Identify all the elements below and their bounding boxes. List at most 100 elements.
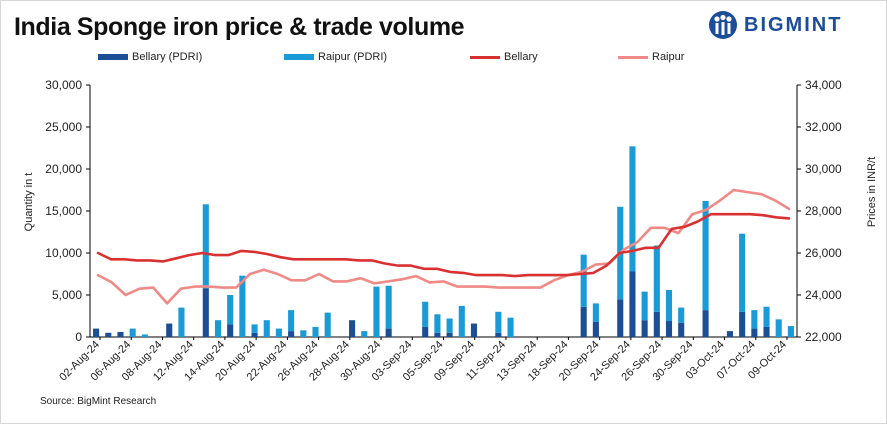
bar-raipur-pdri (275, 328, 282, 337)
bar-raipur-pdri (446, 318, 453, 333)
bar-bellary-pdri (653, 311, 660, 337)
bar-bellary-pdri (117, 331, 124, 337)
legend-label-raipur: Raipur (652, 51, 685, 63)
bar-bellary-pdri (446, 332, 453, 337)
bar-raipur-pdri (458, 305, 465, 337)
bar-raipur-pdri (580, 254, 587, 307)
brand-name: BIGMINT (744, 13, 843, 36)
bar-bellary-pdri (105, 332, 112, 337)
legend-swatch-raipur (618, 55, 648, 59)
bar-bellary-pdri (434, 332, 441, 337)
bar-raipur-pdri (373, 286, 380, 337)
bar-bellary-pdri (641, 320, 648, 337)
y-right-tick-label: 32,000 (805, 120, 842, 134)
y-left-tick-label: 20,000 (45, 162, 82, 176)
bar-bellary-pdri (726, 331, 734, 337)
bar-raipur-pdri (202, 204, 209, 289)
bigmint-logo-icon (709, 11, 737, 39)
bar-bellary-pdri (580, 306, 587, 337)
source-note: Source: BigMint Research (40, 396, 157, 407)
bar-bellary-pdri (470, 323, 478, 337)
bar-bellary-pdri (93, 328, 100, 337)
legend-item-raipur-pdri: Raipur (PDRI) (284, 51, 387, 63)
bar-raipur-pdri (751, 310, 758, 329)
bar-bellary-pdri (251, 332, 258, 337)
bar-raipur-pdri (653, 245, 660, 312)
bar-raipur-pdri (592, 303, 599, 322)
legend-item-bellary-pdri: Bellary (PDRI) (98, 51, 202, 63)
y-right-tick-label: 30,000 (805, 162, 842, 176)
legend-item-raipur: Raipur (618, 51, 684, 63)
bar-bellary-pdri (202, 288, 209, 337)
bar-raipur-pdri (702, 200, 709, 311)
y-right-tick-label: 24,000 (805, 288, 842, 302)
bar-raipur-pdri (324, 312, 331, 337)
y-left-tick-label: 0 (75, 330, 82, 344)
bar-bellary-pdri (385, 328, 392, 337)
bar-raipur-pdri (312, 326, 319, 337)
y-left-tick-label: 30,000 (45, 78, 82, 92)
bar-raipur-pdri (288, 310, 295, 332)
bar-raipur-pdri (300, 330, 307, 337)
legend-swatch-bellary (470, 55, 500, 59)
bar-raipur-pdri (629, 146, 636, 272)
bar-raipur-pdri (178, 307, 185, 337)
bar-bellary-pdri (678, 322, 685, 337)
bar-raipur-pdri (239, 275, 246, 337)
y-left-tick-label: 25,000 (45, 120, 82, 134)
bar-bellary-pdri (763, 326, 770, 337)
chart-title: India Sponge iron price & trade volume (14, 13, 465, 41)
bar-bellary-pdri (422, 326, 429, 337)
bar-bellary-pdri (665, 321, 673, 337)
bar-raipur-pdri (422, 301, 429, 327)
bar-raipur-pdri (678, 307, 685, 323)
bar-bellary-pdri (617, 299, 624, 337)
bar-raipur-pdri (665, 289, 673, 322)
bar-raipur-pdri (129, 328, 136, 337)
legend-swatch-bellary-pdri (98, 54, 128, 60)
bar-raipur-pdri (641, 291, 648, 321)
bar-bellary-pdri (166, 323, 173, 337)
bar-raipur-pdri (434, 314, 441, 333)
bar-bellary-pdri (592, 321, 599, 337)
bar-raipur-pdri (763, 306, 770, 327)
y-right-tick-label: 28,000 (805, 204, 842, 218)
y-left-tick-label: 10,000 (45, 246, 82, 260)
bar-raipur-pdri (214, 320, 222, 337)
bar-raipur-pdri (787, 326, 794, 337)
line-raipur (96, 188, 791, 305)
bar-raipur-pdri (361, 331, 368, 337)
legend-label-bellary-pdri: Bellary (PDRI) (132, 51, 203, 63)
bar-raipur-pdri (507, 317, 514, 337)
bar-bellary-pdri (629, 271, 636, 337)
y-right-tick-label: 34,000 (805, 78, 842, 92)
brand-logo: BIGMINT (708, 10, 842, 40)
bar-raipur-pdri (739, 233, 746, 312)
bar-raipur-pdri (263, 320, 270, 337)
chart-legend: Bellary (PDRI) Raipur (PDRI) Bellary Rai… (0, 51, 887, 69)
bar-bellary-pdri (288, 331, 295, 337)
y-left-tick-label: 15,000 (45, 204, 82, 218)
bar-bellary-pdri (349, 320, 356, 337)
bar-raipur-pdri (227, 295, 234, 325)
bar-raipur-pdri (495, 311, 502, 333)
y-left-tick-label: 5,000 (52, 288, 82, 302)
bar-bellary-pdri (751, 328, 758, 337)
bar-raipur-pdri (385, 285, 392, 329)
bar-raipur-pdri (775, 319, 782, 337)
bar-raipur-pdri (251, 324, 258, 333)
bar-bellary-pdri (702, 310, 709, 337)
bar-bellary-pdri (495, 332, 502, 337)
line-bellary (96, 212, 791, 278)
y-right-tick-label: 26,000 (805, 246, 842, 260)
bar-raipur-pdri (141, 334, 148, 337)
bar-bellary-pdri (739, 311, 746, 337)
y-right-tick-label: 22,000 (805, 330, 842, 344)
legend-label-bellary: Bellary (504, 51, 538, 63)
legend-label-raipur-pdri: Raipur (PDRI) (318, 51, 388, 63)
legend-item-bellary: Bellary (470, 51, 538, 63)
bar-bellary-pdri (227, 324, 234, 337)
legend-swatch-raipur-pdri (284, 54, 314, 60)
